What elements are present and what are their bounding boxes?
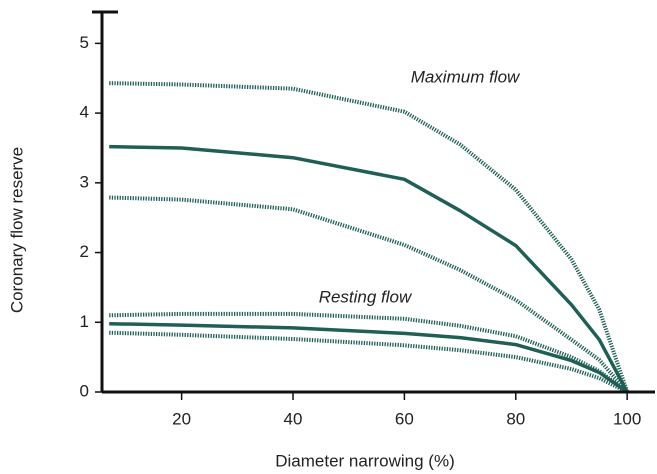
y-tick-label: 0: [80, 381, 89, 400]
y-tick-label: 1: [80, 312, 89, 331]
series-line: [109, 195, 629, 394]
x-tick-label: 40: [284, 409, 303, 428]
x-tick-label: 20: [172, 409, 191, 428]
series-line: [109, 311, 629, 394]
y-tick-label: 2: [80, 242, 89, 261]
series-line: [109, 321, 629, 394]
y-axis-title: Coronary flow reserve: [7, 147, 26, 313]
x-tick-label: 100: [613, 409, 641, 428]
x-tick-label: 60: [395, 409, 414, 428]
x-axis-title: Diameter narrowing (%): [275, 451, 455, 470]
y-tick-label: 4: [80, 103, 89, 122]
annotation: Resting flow: [319, 287, 413, 306]
annotation: Maximum flow: [411, 67, 521, 86]
series-line: [109, 144, 629, 393]
y-tick-label: 5: [80, 33, 89, 52]
y-tick-label: 3: [80, 172, 89, 191]
x-tick-label: 80: [506, 409, 525, 428]
series-line: [109, 81, 630, 393]
series-line: [109, 330, 629, 394]
